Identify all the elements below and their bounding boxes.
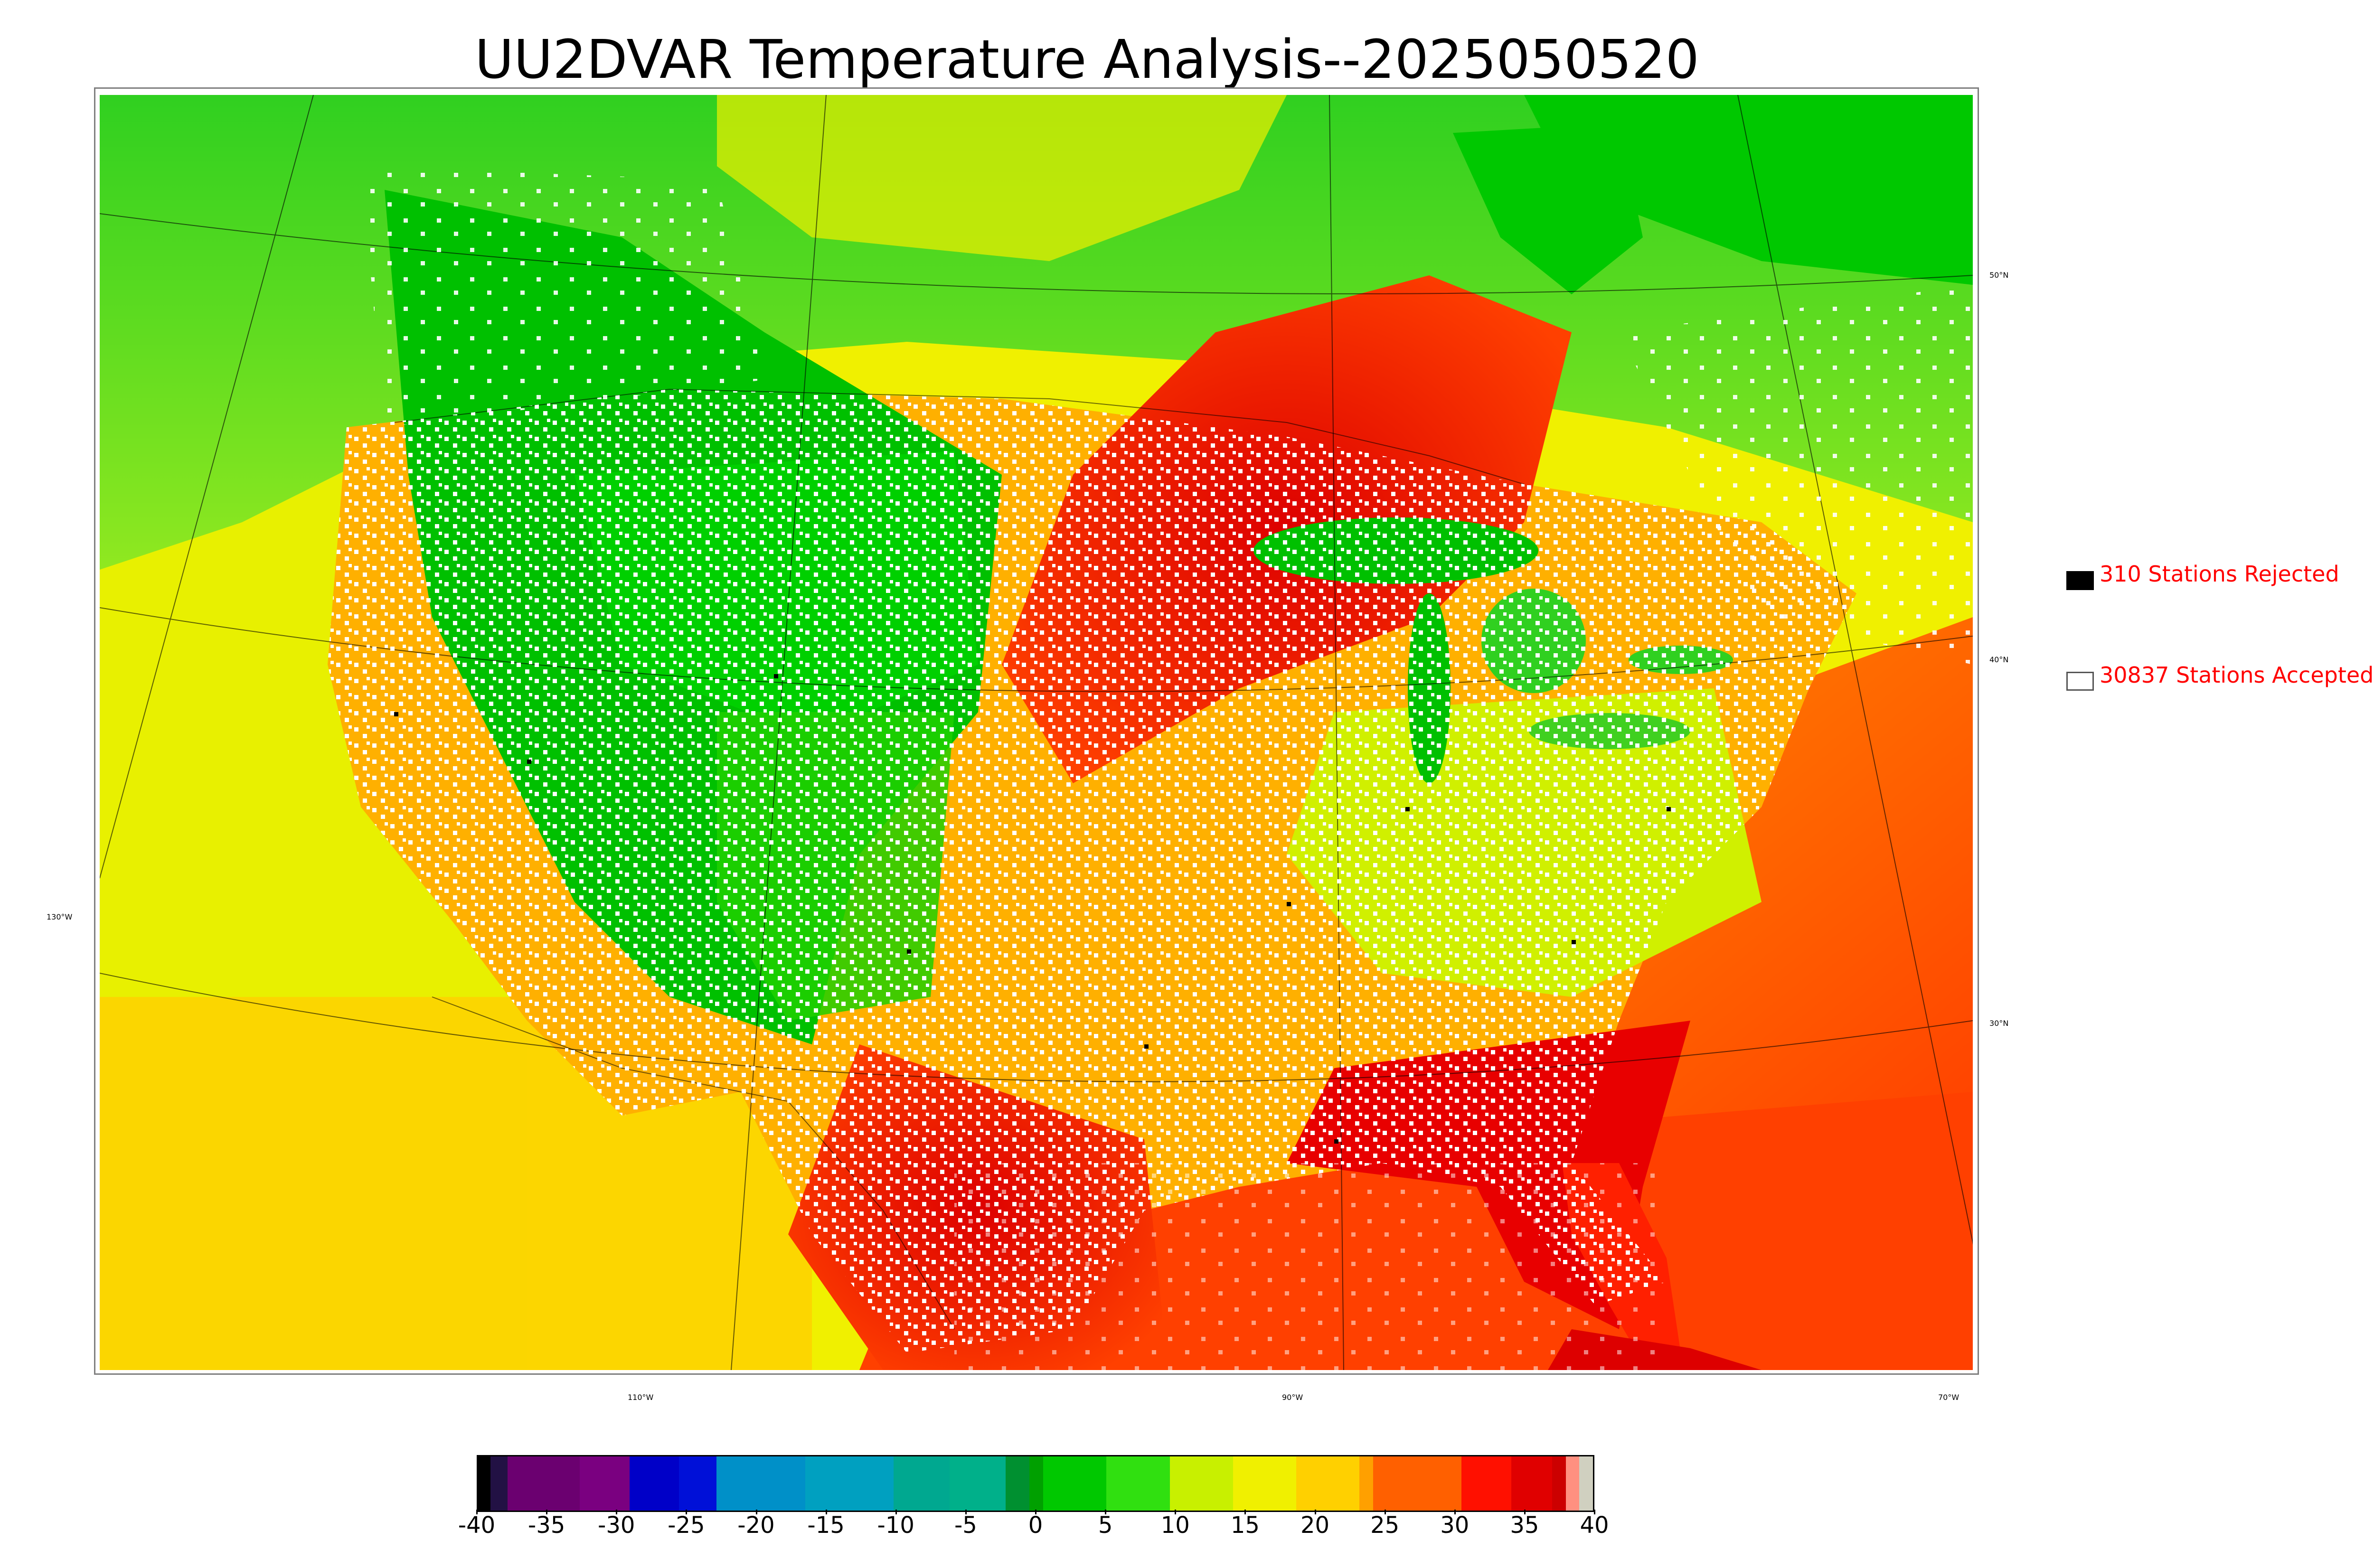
colorbar-tick-label: -25 xyxy=(668,1512,705,1539)
colorbar-segment xyxy=(490,1456,508,1511)
colorbar-tick xyxy=(1244,1510,1246,1514)
colorbar-segment xyxy=(1169,1456,1233,1511)
colorbar-segment xyxy=(1233,1456,1297,1511)
colorbar-segment xyxy=(478,1456,490,1511)
colorbar-tick xyxy=(1454,1510,1456,1514)
colorbar-tick xyxy=(1105,1510,1107,1514)
colorbar-segment xyxy=(805,1456,894,1511)
lat-label-50n: 50°N xyxy=(1989,271,2009,280)
rejected-stations xyxy=(394,674,1671,1144)
colorbar-tick-label: -35 xyxy=(528,1512,565,1539)
accepted-stations xyxy=(328,389,1856,1353)
colorbar-segment xyxy=(1006,1456,1030,1511)
colorbar-segment xyxy=(507,1456,580,1511)
colorbar-segment xyxy=(1565,1456,1580,1511)
colorbar-segment xyxy=(1461,1456,1511,1511)
colorbar-tick xyxy=(1384,1510,1386,1514)
colorbar-segment xyxy=(1106,1456,1170,1511)
colorbar-tick xyxy=(825,1510,827,1514)
colorbar-tick-label: -10 xyxy=(877,1512,914,1539)
colorbar-segment xyxy=(1029,1456,1044,1511)
colorbar-tick xyxy=(895,1510,897,1514)
colorbar-tick xyxy=(755,1510,757,1514)
colorbar-segment xyxy=(1511,1456,1552,1511)
colorbar-tick-label: 35 xyxy=(1510,1512,1539,1539)
colorbar-tick-label: -20 xyxy=(737,1512,775,1539)
colorbar-tick-label: -5 xyxy=(954,1512,977,1539)
temperature-colorbar xyxy=(477,1455,1594,1512)
colorbar-segment xyxy=(629,1456,679,1511)
colorbar-tick xyxy=(1314,1510,1316,1514)
accepted-legend-label: 30837 Stations Accepted xyxy=(2100,662,2374,688)
colorbar-tick-label: -40 xyxy=(458,1512,496,1539)
colorbar-segment xyxy=(716,1456,805,1511)
colorbar-tick xyxy=(1035,1510,1036,1514)
colorbar-tick xyxy=(1524,1510,1526,1514)
colorbar-tick-label: 25 xyxy=(1370,1512,1400,1539)
colorbar-segment xyxy=(1359,1456,1374,1511)
colorbar-tick xyxy=(616,1510,618,1514)
colorbar-tick-label: -15 xyxy=(807,1512,845,1539)
lon-label-90w: 90°W xyxy=(1282,1393,1303,1402)
temperature-map xyxy=(100,95,1973,1370)
colorbar-tick xyxy=(686,1510,688,1514)
colorbar-tick-label: 5 xyxy=(1098,1512,1113,1539)
colorbar-tick-label: 0 xyxy=(1028,1512,1043,1539)
lon-label-110w: 110°W xyxy=(628,1393,654,1402)
colorbar-tick xyxy=(965,1510,967,1514)
map-title: UU2DVAR Temperature Analysis--2025050520 xyxy=(475,29,1699,91)
rejected-swatch xyxy=(2066,571,2094,590)
lon-label-130w: 130°W xyxy=(47,912,73,921)
colorbar-tick xyxy=(1594,1510,1595,1514)
lat-label-30n: 30°N xyxy=(1989,1019,2009,1028)
colorbar-segment xyxy=(580,1456,630,1511)
colorbar-tick-label: 20 xyxy=(1300,1512,1330,1539)
colorbar-tick xyxy=(546,1510,548,1514)
colorbar-segment xyxy=(1579,1456,1593,1511)
colorbar-tick-label: 10 xyxy=(1160,1512,1190,1539)
colorbar-tick-label: 40 xyxy=(1580,1512,1609,1539)
lat-label-40n: 40°N xyxy=(1989,655,2009,664)
colorbar-segment xyxy=(893,1456,950,1511)
colorbar-tick-label: -30 xyxy=(598,1512,635,1539)
colorbar-tick xyxy=(1175,1510,1177,1514)
lon-label-70w: 70°W xyxy=(1938,1393,1959,1402)
colorbar-tick-label: 30 xyxy=(1440,1512,1470,1539)
colorbar-segment xyxy=(1043,1456,1107,1511)
colorbar-segment xyxy=(679,1456,717,1511)
colorbar-segment xyxy=(1373,1456,1462,1511)
colorbar-tick-label: 15 xyxy=(1230,1512,1260,1539)
rejected-legend-label: 310 Stations Rejected xyxy=(2100,561,2339,587)
colorbar-tick xyxy=(476,1510,478,1514)
colorbar-segment xyxy=(950,1456,1006,1511)
colorbar-segment xyxy=(1552,1456,1566,1511)
colorbar-segment xyxy=(1296,1456,1360,1511)
accepted-swatch xyxy=(2066,672,2094,691)
